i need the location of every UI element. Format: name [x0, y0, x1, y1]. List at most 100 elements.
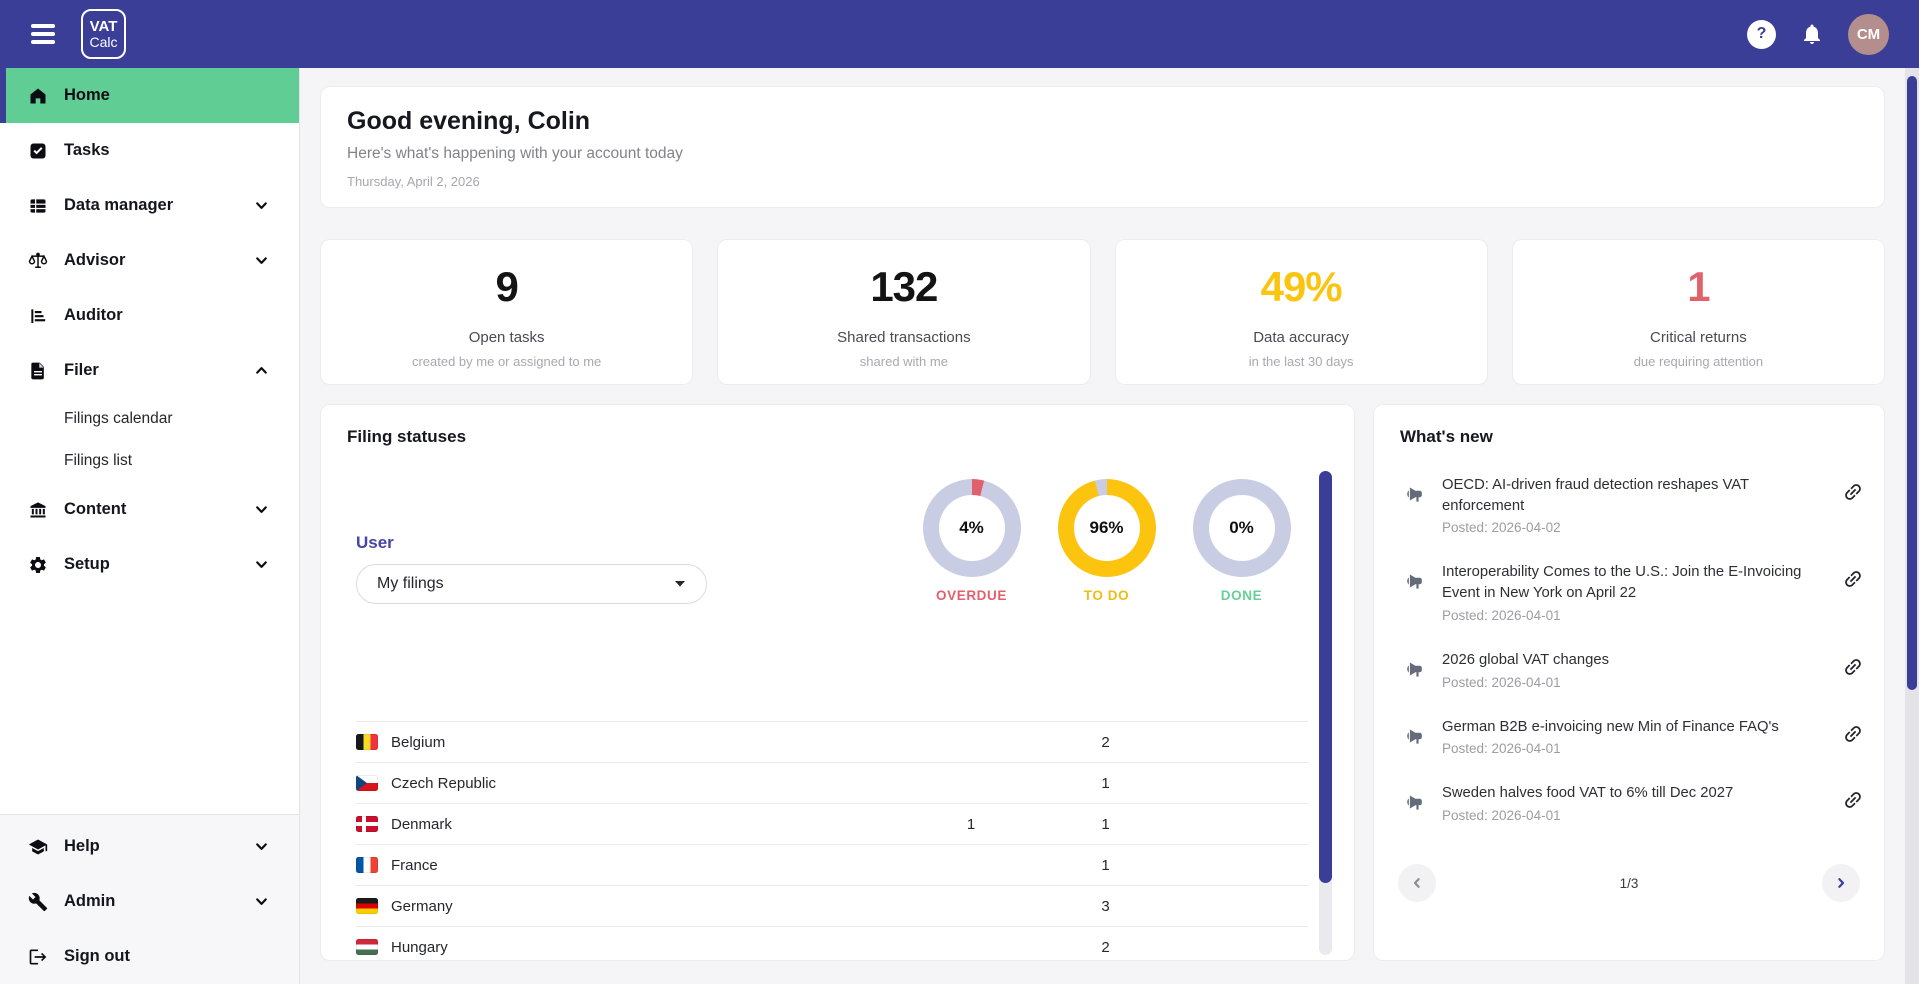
news-item: Sweden halves food VAT to 6% till Dec 20… — [1398, 783, 1864, 823]
news-item-title[interactable]: 2026 global VAT changes — [1442, 651, 1609, 668]
filer-document-icon — [31, 362, 44, 379]
chevron-down-icon — [256, 898, 267, 905]
sidebar-item-help[interactable]: Help — [0, 819, 299, 874]
external-link-icon[interactable] — [1837, 564, 1868, 595]
table-row[interactable]: Denmark 1 1 — [356, 803, 1308, 844]
chevron-down-icon — [256, 561, 267, 568]
news-item-title[interactable]: German B2B e-invoicing new Min of Financ… — [1442, 718, 1779, 735]
news-item-title[interactable]: Sweden halves food VAT to 6% till Dec 20… — [1442, 785, 1734, 802]
chevron-left-icon — [1413, 878, 1420, 888]
notifications-bell-icon[interactable] — [1800, 22, 1824, 46]
stat-label: Data accuracy — [1253, 329, 1350, 346]
help-icon[interactable]: ? — [1747, 19, 1776, 49]
sidebar-subitem-label: Filings list — [64, 452, 133, 469]
sidebar-item-label: Advisor — [64, 251, 126, 269]
sidebar-item-sign-out[interactable]: Sign out — [0, 929, 299, 984]
pagination-prev-button[interactable] — [1398, 864, 1436, 902]
sidebar-item-filer[interactable]: Filer — [0, 343, 299, 398]
donut-caption: TO DO — [1083, 588, 1130, 603]
table-row[interactable]: Czech Republic 1 — [356, 762, 1308, 803]
donut-caption: OVERDUE — [936, 588, 1007, 603]
sidebar-item-data-manager[interactable]: Data manager — [0, 178, 299, 233]
greeting-date: Thursday, April 2, 2026 — [347, 174, 480, 189]
stat-label: Open tasks — [468, 329, 545, 346]
sidebar-item-home[interactable]: Home — [0, 68, 299, 123]
table-row[interactable]: Belgium 2 — [356, 721, 1308, 762]
user-filter-value: My filings — [377, 575, 444, 592]
external-link-icon[interactable] — [1837, 651, 1868, 682]
news-item-date: Posted: 2026-04-01 — [1442, 607, 1561, 623]
donut-todo: 96% TO DO — [1039, 479, 1174, 603]
stat-sublabel: created by me or assigned to me — [411, 354, 602, 369]
stat-label: Critical returns — [1650, 329, 1747, 346]
todo-count: 1 — [1101, 856, 1110, 874]
todo-count: 2 — [1101, 733, 1110, 751]
panel-scrollbar[interactable] — [1319, 471, 1332, 955]
donut-done: 0% DONE — [1174, 479, 1309, 603]
todo-count: 2 — [1101, 938, 1110, 956]
table-row[interactable]: France 1 — [356, 844, 1308, 885]
news-item-title[interactable]: OECD: AI-driven fraud detection reshapes… — [1442, 477, 1749, 514]
external-link-icon[interactable] — [1837, 476, 1868, 507]
page-scrollbar[interactable] — [1905, 68, 1919, 984]
sidebar-item-advisor[interactable]: Advisor — [0, 233, 299, 288]
pagination-next-button[interactable] — [1822, 864, 1860, 902]
sidebar-subitem-label: Filings calendar — [64, 410, 173, 427]
czech-republic-flag-icon — [356, 775, 378, 791]
sidebar-item-admin[interactable]: Admin — [0, 874, 299, 929]
sidebar-item-content[interactable]: Content — [0, 482, 299, 537]
user-avatar[interactable]: CM — [1848, 13, 1889, 55]
todo-count: 1 — [1101, 815, 1110, 833]
top-navbar: VAT Calc ? CM — [0, 0, 1919, 68]
data-manager-table-icon — [30, 198, 46, 213]
news-item-date: Posted: 2026-04-01 — [1442, 807, 1561, 823]
country-name: Denmark — [391, 815, 452, 833]
caret-down-icon — [675, 581, 685, 587]
table-row[interactable]: Germany 3 — [356, 885, 1308, 926]
stat-sublabel: due requiring attention — [1633, 354, 1764, 369]
megaphone-icon — [1407, 574, 1422, 589]
sidebar-item-filings-list[interactable]: Filings list — [0, 440, 299, 482]
avatar-initials: CM — [1856, 25, 1881, 43]
admin-wrench-icon — [28, 892, 48, 911]
donut-chart-done: 0% — [1192, 479, 1291, 577]
panel-scrollbar-thumb[interactable] — [1319, 471, 1332, 883]
news-item-date: Posted: 2026-04-01 — [1442, 674, 1561, 690]
sidebar-item-label: Auditor — [64, 306, 123, 324]
table-row[interactable]: Hungary 2 — [356, 926, 1308, 960]
stat-value: 1 — [1687, 263, 1710, 310]
france-flag-icon — [356, 857, 378, 873]
sidebar-item-tasks[interactable]: Tasks — [0, 123, 299, 178]
external-link-icon[interactable] — [1837, 785, 1868, 816]
news-item-title[interactable]: Interoperability Comes to the U.S.: Join… — [1442, 564, 1802, 602]
greeting-subtitle: Here's what's happening with your accoun… — [347, 145, 683, 162]
page-scrollbar-thumb[interactable] — [1907, 76, 1917, 690]
donut-chart-overdue: 4% — [922, 479, 1021, 577]
filing-statuses-table: Belgium 2 Czech Republic 1 Denmark 1 1 F… — [356, 721, 1308, 960]
logo-text-vat: VAT — [89, 17, 118, 35]
country-name: France — [391, 856, 438, 874]
donut-caption: DONE — [1220, 588, 1263, 603]
news-item: German B2B e-invoicing new Min of Financ… — [1398, 717, 1864, 756]
sidebar-item-setup[interactable]: Setup — [0, 537, 299, 592]
stat-card-shared-transactions: 132 Shared transactions shared with me — [717, 239, 1091, 385]
stat-card-data-accuracy: 49% Data accuracy in the last 30 days — [1114, 239, 1488, 385]
sidebar-item-auditor[interactable]: Auditor — [0, 288, 299, 343]
user-filter-label: User — [356, 533, 394, 552]
user-filter-select[interactable]: My filings — [356, 564, 707, 604]
belgium-flag-icon — [356, 734, 378, 750]
hamburger-menu-icon[interactable] — [31, 20, 55, 49]
megaphone-icon — [1407, 729, 1422, 744]
external-link-icon[interactable] — [1837, 718, 1868, 749]
donut-percent: 0% — [1229, 518, 1254, 537]
stat-card-critical-returns: 1 Critical returns due requiring attenti… — [1511, 239, 1885, 385]
donut-chart-todo: 96% — [1057, 479, 1156, 577]
sidebar-item-label: Data manager — [64, 196, 174, 214]
hungary-flag-icon — [356, 939, 378, 955]
pagination-indicator: 1/3 — [1619, 875, 1639, 891]
sidebar-item-label: Home — [64, 86, 110, 104]
tasks-icon — [30, 143, 46, 158]
stat-value: 9 — [495, 263, 518, 310]
sidebar-item-filings-calendar[interactable]: Filings calendar — [0, 398, 299, 440]
stat-value: 132 — [870, 263, 938, 310]
